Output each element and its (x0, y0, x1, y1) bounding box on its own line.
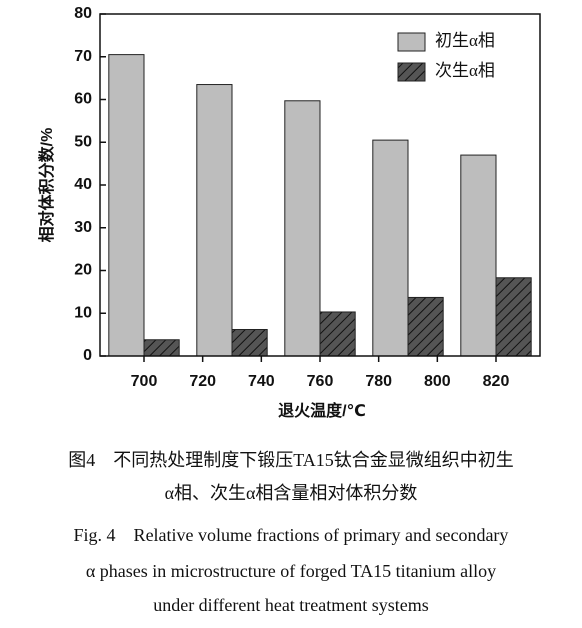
bar (319, 311, 356, 357)
bar (231, 328, 268, 357)
x-tick-label: 820 (483, 373, 510, 390)
bar (284, 100, 321, 357)
x-tick-label: 700 (131, 373, 158, 390)
y-tick-label: 10 (74, 304, 92, 321)
caption-line: α phases in microstructure of forged TA1… (86, 561, 496, 581)
x-tick-label: 720 (189, 373, 216, 390)
y-tick-label: 0 (83, 347, 92, 364)
x-tick-label: 780 (365, 373, 392, 390)
y-tick-label: 60 (74, 91, 92, 108)
legend-swatch (397, 32, 426, 52)
x-tick-label: 760 (307, 373, 334, 390)
bar (108, 54, 145, 357)
x-tick-label: 800 (424, 373, 451, 390)
y-axis-label: 相对体积分数/% (37, 128, 56, 243)
y-tick-label: 40 (74, 176, 92, 193)
x-tick-label: 740 (248, 373, 275, 390)
caption-line: α相、次生α相含量相对体积分数 (165, 483, 418, 503)
legend-label: 次生α相 (435, 61, 495, 80)
y-tick-label: 80 (74, 5, 92, 22)
legend-swatch (397, 62, 426, 82)
bar (372, 139, 409, 357)
caption-line: under different heat treatment systems (153, 595, 429, 615)
caption-line: Fig. 4 Relative volume fractions of prim… (74, 525, 509, 545)
y-tick-label: 70 (74, 48, 92, 65)
y-tick-label: 30 (74, 219, 92, 236)
y-tick-label: 20 (74, 262, 92, 279)
bar (196, 84, 233, 357)
plot-frame (99, 13, 541, 357)
bar (495, 277, 532, 357)
y-tick-label: 50 (74, 133, 92, 150)
legend-label: 初生α相 (435, 31, 495, 50)
bar (407, 296, 444, 357)
bar (143, 339, 180, 357)
x-axis-label: 退火温度/℃ (278, 401, 366, 420)
caption-line: 图4 不同热处理制度下锻压TA15钛合金显微组织中初生 (68, 450, 514, 470)
bar (460, 154, 497, 357)
